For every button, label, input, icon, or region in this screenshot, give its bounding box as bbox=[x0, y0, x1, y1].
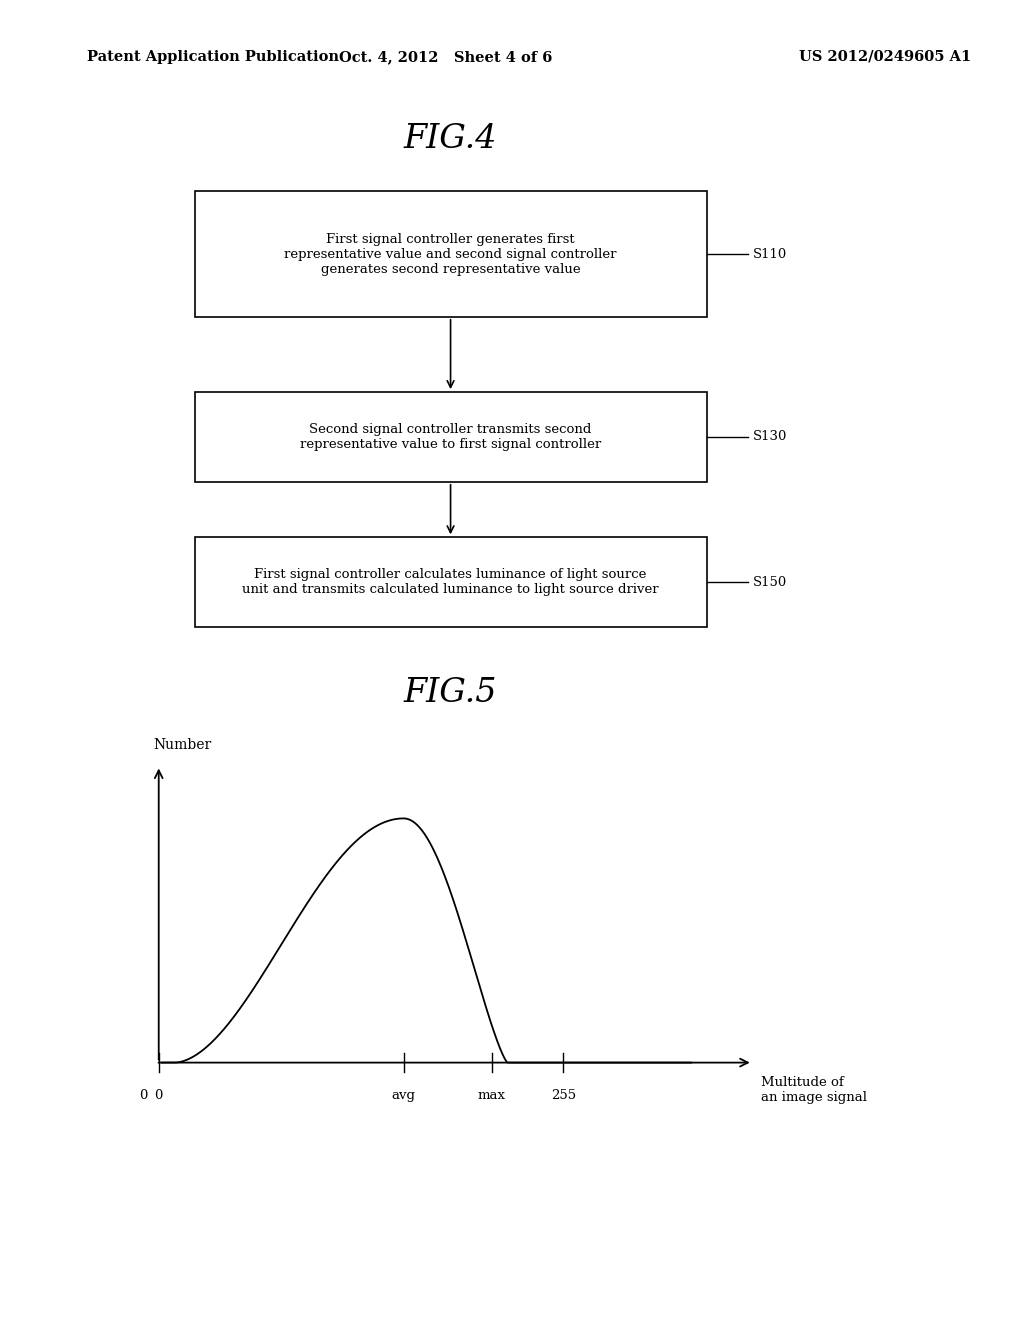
Text: Multitude of
an image signal: Multitude of an image signal bbox=[761, 1076, 867, 1104]
Text: S130: S130 bbox=[753, 430, 787, 444]
Text: Number: Number bbox=[154, 738, 212, 752]
Text: S110: S110 bbox=[753, 248, 786, 260]
Text: 255: 255 bbox=[551, 1089, 575, 1102]
Text: Oct. 4, 2012   Sheet 4 of 6: Oct. 4, 2012 Sheet 4 of 6 bbox=[339, 50, 552, 63]
Text: S150: S150 bbox=[753, 576, 786, 589]
FancyBboxPatch shape bbox=[195, 392, 707, 482]
Text: FIG.4: FIG.4 bbox=[403, 123, 498, 154]
Text: Second signal controller transmits second
representative value to first signal c: Second signal controller transmits secon… bbox=[300, 422, 601, 451]
Text: US 2012/0249605 A1: US 2012/0249605 A1 bbox=[799, 50, 971, 63]
Text: avg: avg bbox=[391, 1089, 416, 1102]
Text: 0: 0 bbox=[155, 1089, 163, 1102]
Text: Patent Application Publication: Patent Application Publication bbox=[87, 50, 339, 63]
Text: First signal controller generates first
representative value and second signal c: First signal controller generates first … bbox=[285, 232, 616, 276]
Text: First signal controller calculates luminance of light source
unit and transmits : First signal controller calculates lumin… bbox=[243, 568, 658, 597]
FancyBboxPatch shape bbox=[195, 191, 707, 317]
Text: 0: 0 bbox=[139, 1089, 147, 1102]
Text: FIG.5: FIG.5 bbox=[403, 677, 498, 709]
Text: max: max bbox=[477, 1089, 506, 1102]
FancyBboxPatch shape bbox=[195, 537, 707, 627]
